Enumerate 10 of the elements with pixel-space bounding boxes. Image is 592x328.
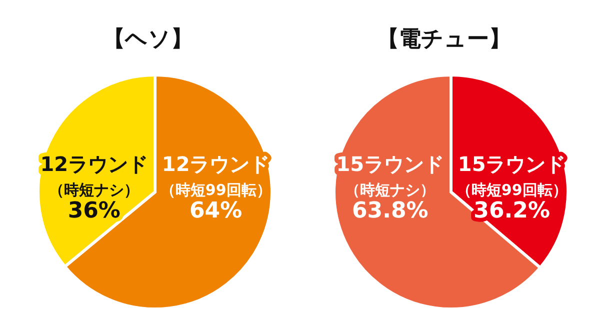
- data-label: 36%: [68, 198, 120, 224]
- chart-title: 【ヘソ】: [102, 26, 194, 54]
- slice-label: 15ラウンド（時短99回転）: [456, 152, 568, 199]
- slice-label: 15ラウンド（時短ナシ）: [336, 152, 444, 199]
- chart-title: 【電チュー】: [376, 26, 512, 54]
- data-label: 36.2%: [474, 198, 550, 224]
- slice-label: 12ラウンド（時短99回転）: [160, 152, 272, 199]
- data-label: 63.8%: [352, 198, 428, 224]
- data-label: 64%: [190, 198, 242, 224]
- slice-label: 12ラウンド（時短ナシ）: [40, 152, 148, 199]
